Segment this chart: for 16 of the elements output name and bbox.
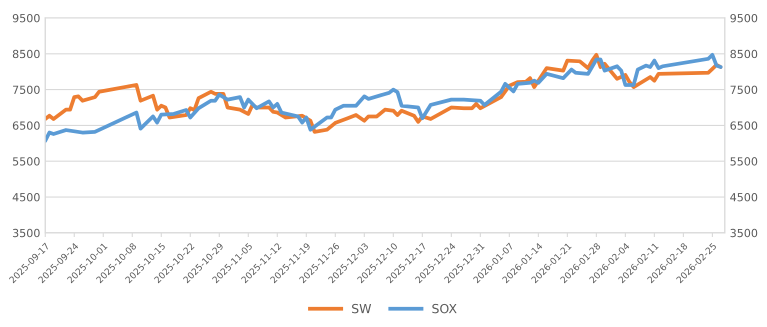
y-tick-label: 3500 bbox=[12, 228, 40, 238]
y2-tick-label: 6500 bbox=[730, 121, 758, 130]
y2-tick-label: 9500 bbox=[730, 14, 758, 22]
legend-label: SW bbox=[352, 304, 372, 314]
y-tick-label: 9500 bbox=[12, 14, 40, 22]
y-tick-label: 7500 bbox=[13, 86, 40, 94]
y-tick-label: 5500 bbox=[12, 157, 40, 166]
y2-tick-label: 3500 bbox=[730, 228, 758, 238]
legend-label: SOX bbox=[432, 304, 457, 314]
y-tick-label: 8500 bbox=[12, 50, 40, 58]
y2-tick-label: 5500 bbox=[730, 157, 758, 166]
y2-tick-label: 7500 bbox=[730, 86, 758, 94]
y-tick-label: 6500 bbox=[12, 121, 40, 130]
y2-tick-label: 4500 bbox=[730, 192, 758, 202]
y-tick-label: 4500 bbox=[12, 192, 40, 202]
y2-tick-label: 8500 bbox=[730, 50, 758, 58]
